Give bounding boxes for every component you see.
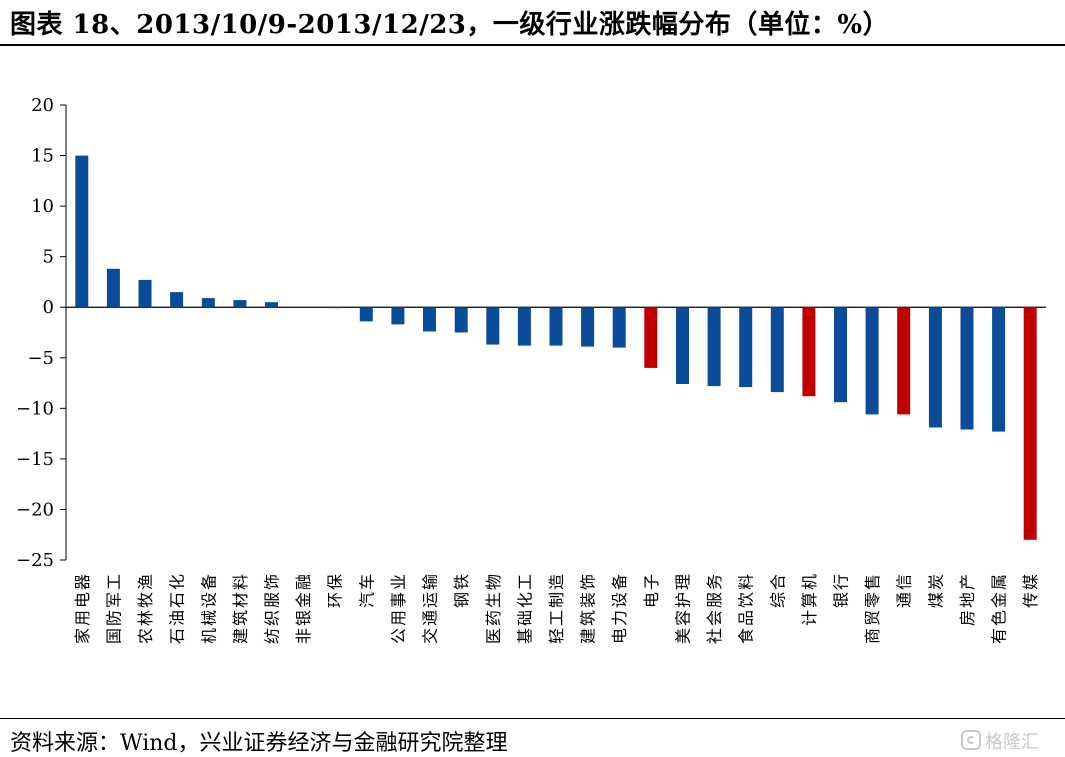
category-label: 计算机 bbox=[800, 572, 819, 626]
category-label: 煤炭 bbox=[926, 572, 945, 608]
category-label: 电力设备 bbox=[610, 572, 629, 644]
title-divider bbox=[0, 44, 1065, 46]
bar-31 bbox=[1023, 307, 1037, 540]
category-label: 银行 bbox=[832, 572, 851, 608]
bar-27 bbox=[897, 307, 911, 415]
source-divider bbox=[0, 718, 1065, 719]
bar-10 bbox=[359, 307, 373, 322]
y-tick-label: 0 bbox=[43, 297, 54, 318]
y-tick-label: 10 bbox=[31, 196, 54, 217]
bar-18 bbox=[612, 307, 626, 348]
bar-26 bbox=[865, 307, 879, 415]
bar-15 bbox=[517, 307, 531, 346]
category-label: 汽车 bbox=[357, 572, 376, 608]
watermark-logo-icon bbox=[961, 730, 981, 750]
bar-chart: 20 15 10 5 0 −5 −10 −15 −20 −25 家用电器 国防军工 农林牧渔 石油石化 机械… bbox=[16, 95, 1046, 644]
bar-22 bbox=[739, 307, 753, 388]
bar-11 bbox=[391, 307, 405, 325]
category-label: 建筑材料 bbox=[231, 572, 250, 644]
source-note: 资料来源：Wind，兴业证券经济与金融研究院整理 bbox=[10, 731, 508, 756]
watermark: 格隆汇 bbox=[961, 728, 1059, 754]
category-label: 环保 bbox=[326, 572, 345, 608]
bar-6 bbox=[233, 300, 247, 308]
bar-30 bbox=[992, 307, 1006, 432]
category-label: 石油石化 bbox=[168, 572, 187, 644]
category-label: 交通运输 bbox=[421, 572, 440, 644]
bar-4 bbox=[170, 292, 184, 308]
chart-title: 图表 18、2013/10/9-2013/12/23，一级行业涨跌幅分布（单位：… bbox=[10, 10, 890, 40]
category-label: 农林牧渔 bbox=[136, 572, 155, 644]
category-label: 食品饮料 bbox=[737, 572, 756, 644]
bar-17 bbox=[581, 307, 595, 347]
category-label: 机械设备 bbox=[199, 572, 218, 644]
category-label: 传媒 bbox=[1021, 572, 1040, 608]
bar-19 bbox=[644, 307, 658, 368]
watermark-text: 格隆汇 bbox=[985, 732, 1039, 753]
bar-1 bbox=[75, 155, 89, 308]
bar-24 bbox=[802, 307, 816, 397]
bar-12 bbox=[423, 307, 436, 332]
bar-2 bbox=[106, 268, 120, 308]
y-tick-label: −20 bbox=[16, 499, 54, 520]
y-tick-label: 20 bbox=[31, 95, 54, 116]
category-label: 非银金融 bbox=[294, 572, 313, 644]
bar-16 bbox=[549, 307, 563, 346]
y-tick-label: 15 bbox=[31, 146, 54, 167]
category-label: 医药生物 bbox=[484, 572, 503, 644]
category-label: 有色金属 bbox=[990, 572, 1009, 644]
category-label: 商贸零售 bbox=[863, 572, 882, 644]
category-label: 通信 bbox=[895, 572, 914, 608]
bar-23 bbox=[770, 307, 784, 393]
bar-14 bbox=[486, 307, 500, 345]
chart-area: 20 15 10 5 0 −5 −10 −15 −20 −25 家用电器 国防军工 农林牧渔 石油石化 机械… bbox=[0, 60, 1065, 715]
category-label: 家用电器 bbox=[73, 572, 92, 644]
bar-5 bbox=[201, 298, 215, 308]
bar-3 bbox=[138, 279, 152, 308]
category-label: 建筑装饰 bbox=[579, 572, 598, 644]
bar-7 bbox=[265, 302, 278, 308]
y-tick-label: −5 bbox=[27, 348, 54, 369]
bar-25 bbox=[834, 307, 847, 403]
bar-9 bbox=[328, 307, 342, 309]
category-label: 社会服务 bbox=[705, 572, 724, 644]
category-label: 钢铁 bbox=[452, 572, 471, 608]
category-label: 电子 bbox=[642, 572, 661, 608]
category-label: 美容护理 bbox=[674, 572, 693, 644]
category-label: 综合 bbox=[768, 572, 787, 608]
bar-21 bbox=[707, 307, 721, 387]
category-label: 国防军工 bbox=[104, 572, 123, 644]
category-label: 公用事业 bbox=[389, 572, 408, 644]
y-tick-label: 5 bbox=[43, 247, 54, 268]
bar-29 bbox=[960, 307, 974, 430]
category-label: 纺织服饰 bbox=[263, 572, 282, 644]
bar-20 bbox=[676, 307, 689, 384]
y-tick-label: −25 bbox=[16, 550, 54, 571]
y-tick-label: −10 bbox=[16, 398, 54, 419]
category-label: 基础化工 bbox=[515, 572, 534, 644]
y-tick-label: −15 bbox=[16, 449, 54, 470]
bar-28 bbox=[928, 307, 942, 428]
bar-13 bbox=[454, 307, 468, 333]
category-label: 房地产 bbox=[958, 572, 977, 626]
category-label: 轻工制造 bbox=[547, 572, 566, 644]
